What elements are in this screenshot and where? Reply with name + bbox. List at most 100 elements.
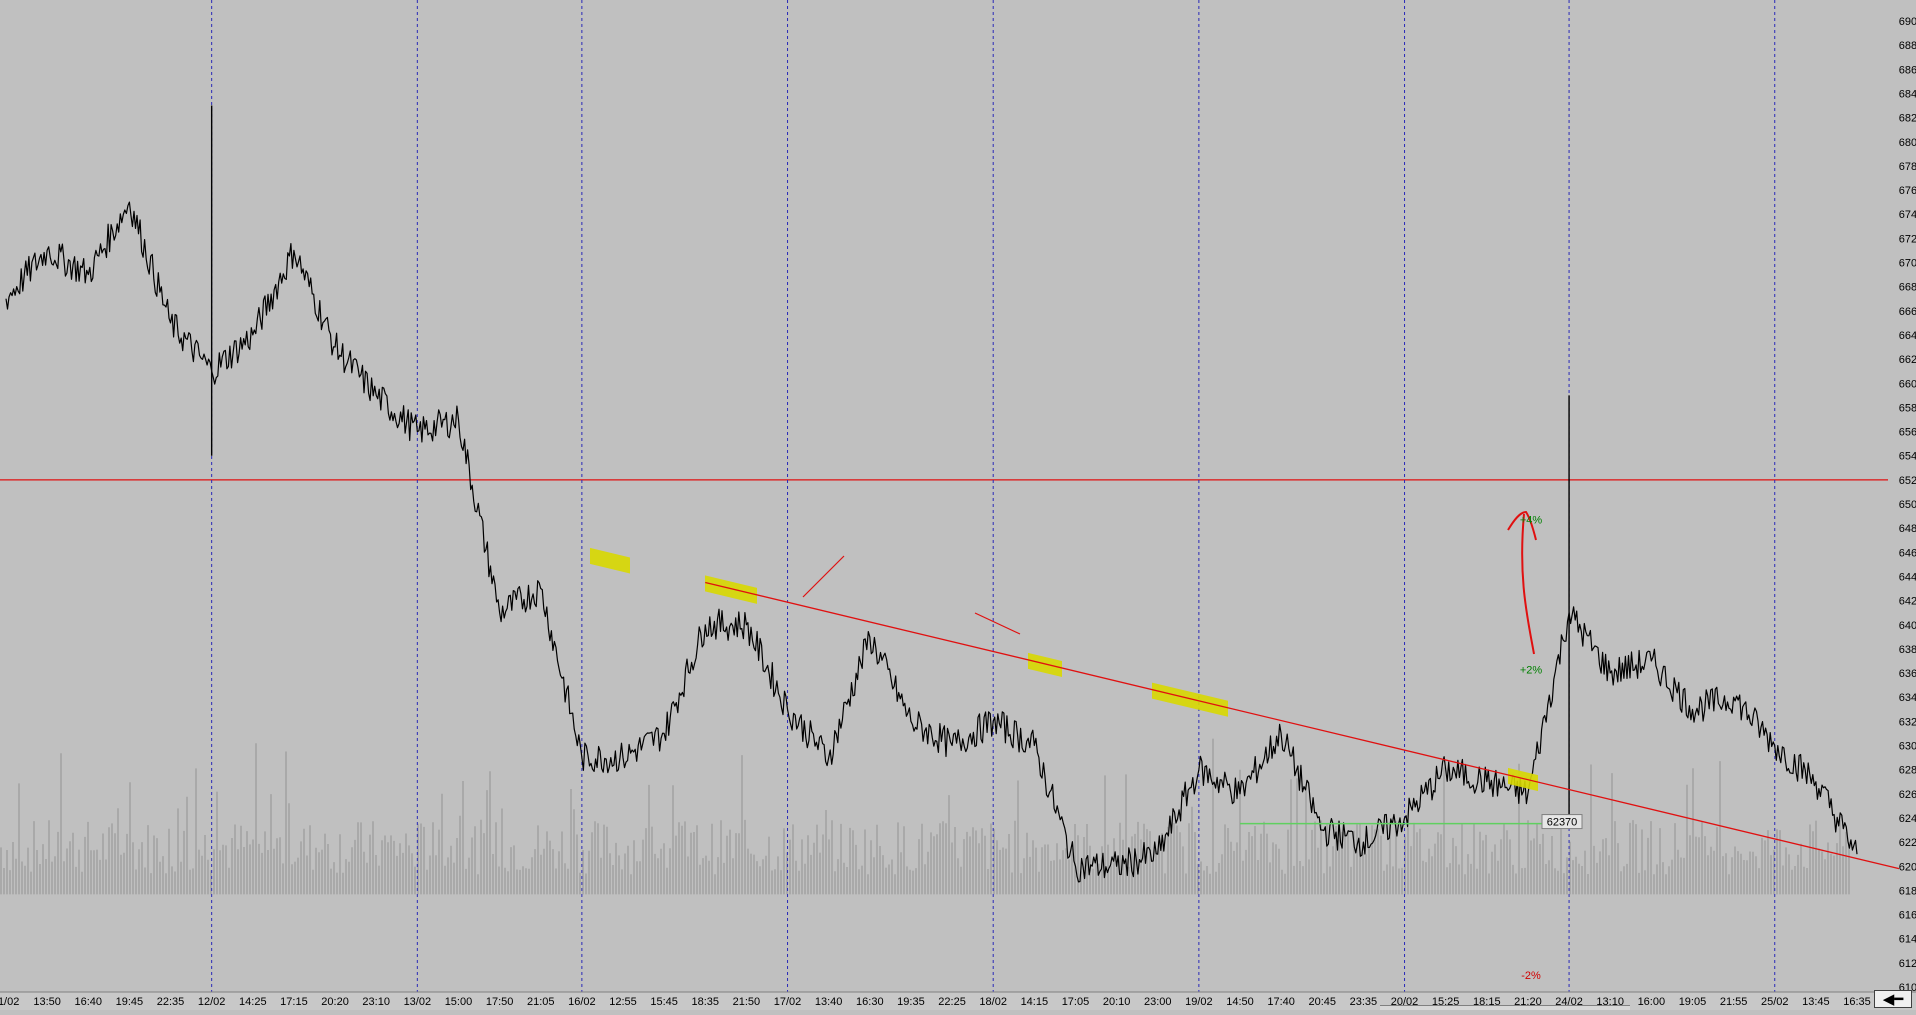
x-tick-label: 17:40 (1267, 996, 1295, 1008)
y-tick-label: 67000 (1899, 258, 1916, 270)
pct-marker-up-2: +2% (1520, 664, 1543, 676)
y-tick-label: 63400 (1899, 692, 1916, 704)
x-tick-label: 19/02 (1185, 996, 1213, 1008)
x-tick-label: 15:00 (445, 996, 473, 1008)
x-tick-label: 19:45 (116, 996, 144, 1008)
y-tick-label: 68400 (1899, 88, 1916, 100)
y-tick-label: 64800 (1899, 523, 1916, 535)
y-tick-label: 64600 (1899, 547, 1916, 559)
x-tick-label: 23:00 (1144, 996, 1172, 1008)
y-tick-label: 66000 (1899, 378, 1916, 390)
x-tick-label: 13/02 (404, 996, 432, 1008)
y-tick-label: 63800 (1899, 644, 1916, 656)
y-tick-label: 66400 (1899, 330, 1916, 342)
x-tick-label: 16:00 (1638, 996, 1666, 1008)
y-tick-label: 67800 (1899, 161, 1916, 173)
x-tick-label: 13:40 (815, 996, 843, 1008)
y-tick-label: 68000 (1899, 137, 1916, 149)
y-tick-label: 61200 (1899, 958, 1916, 970)
x-tick-label: 25/02 (1761, 996, 1789, 1008)
current-price-box (1541, 814, 1583, 830)
current-price-label: 62370 (1547, 817, 1578, 829)
x-tick-label: 21:55 (1720, 996, 1748, 1008)
volume-bars (0, 738, 1850, 895)
x-tick-label: 14:25 (239, 996, 267, 1008)
y-tick-label: 65200 (1899, 475, 1916, 487)
pct-marker-down-2: -2% (1521, 970, 1541, 982)
y-tick-label: 67600 (1899, 185, 1916, 197)
x-tick-label: 16:35 (1843, 996, 1871, 1008)
y-tick-label: 66600 (1899, 306, 1916, 318)
y-tick-label: 63000 (1899, 741, 1916, 753)
y-tick-label: 68200 (1899, 113, 1916, 125)
x-tick-label: 20:10 (1103, 996, 1131, 1008)
y-tick-label: 64400 (1899, 571, 1916, 583)
y-tick-label: 68800 (1899, 40, 1916, 52)
x-tick-label: 14:15 (1021, 996, 1049, 1008)
highlight-zone-4 (1152, 682, 1228, 717)
y-tick-label: 62200 (1899, 837, 1916, 849)
x-tick-label: 17:15 (280, 996, 308, 1008)
x-tick-label: 17:05 (1062, 996, 1090, 1008)
x-tick-label: 13:50 (33, 996, 61, 1008)
annotation-segment-1 (802, 555, 845, 598)
x-tick-label: 22:35 (157, 996, 185, 1008)
y-tick-label: 68600 (1899, 64, 1916, 76)
y-tick-label: 62000 (1899, 861, 1916, 873)
y-tick-label: 64200 (1899, 596, 1916, 608)
horizontal-scrollbar[interactable] (1380, 1005, 1630, 1010)
x-tick-label: 17/02 (774, 996, 802, 1008)
y-tick-label: 65000 (1899, 499, 1916, 511)
price-series-line (5, 201, 1858, 883)
annotation-segment-2 (974, 612, 1021, 635)
x-tick-label: 15:45 (650, 996, 678, 1008)
x-tick-label: 22:25 (938, 996, 966, 1008)
x-tick-label: 21:05 (527, 996, 555, 1008)
highlight-zone-3 (1028, 652, 1062, 678)
x-tick-label: 20:45 (1309, 996, 1337, 1008)
left-arrow-icon: ◀━ (1882, 990, 1904, 1008)
x-tick-label: 14:50 (1226, 996, 1254, 1008)
x-tick-label: 23:35 (1350, 996, 1378, 1008)
highlight-zone-2 (705, 575, 757, 604)
y-tick-label: 64000 (1899, 620, 1916, 632)
y-tick-label: 63200 (1899, 716, 1916, 728)
pct-marker-up-4: +4% (1520, 515, 1543, 527)
descending-trendline (705, 581, 1900, 870)
y-tick-label: 62800 (1899, 765, 1916, 777)
x-tick-label: 12:55 (609, 996, 637, 1008)
y-tick-label: 65800 (1899, 402, 1916, 414)
y-tick-label: 67400 (1899, 209, 1916, 221)
x-tick-label: 16/02 (568, 996, 596, 1008)
x-tick-label: 23:10 (362, 996, 390, 1008)
y-tick-label: 62600 (1899, 789, 1916, 801)
x-tick-label: 16:30 (856, 996, 884, 1008)
x-tick-label: 18:35 (692, 996, 720, 1008)
x-tick-label: 11/02 (0, 996, 19, 1008)
highlight-zone-5 (1508, 767, 1538, 792)
x-tick-label: 12/02 (198, 996, 226, 1008)
x-tick-label: 16:40 (75, 996, 103, 1008)
x-tick-label: 17:50 (486, 996, 514, 1008)
y-tick-label: 63600 (1899, 668, 1916, 680)
x-tick-label: 21:50 (733, 996, 761, 1008)
x-tick-label: 18/02 (979, 996, 1007, 1008)
handdrawn-arrow-annotation (1507, 510, 1537, 655)
y-tick-label: 66800 (1899, 282, 1916, 294)
y-tick-label: 67200 (1899, 233, 1916, 245)
y-tick-label: 65400 (1899, 451, 1916, 463)
y-tick-label: 61400 (1899, 934, 1916, 946)
y-tick-label: 61800 (1899, 885, 1916, 897)
y-tick-label: 62400 (1899, 813, 1916, 825)
y-tick-label: 61600 (1899, 910, 1916, 922)
x-tick-label: 19:05 (1679, 996, 1707, 1008)
y-tick-label: 66200 (1899, 354, 1916, 366)
x-tick-label: 13:45 (1802, 996, 1830, 1008)
y-tick-label: 69000 (1899, 16, 1916, 28)
scroll-back-button[interactable]: ◀━ (1874, 990, 1912, 1008)
y-tick-label: 65600 (1899, 427, 1916, 439)
x-tick-label: 20:20 (321, 996, 349, 1008)
